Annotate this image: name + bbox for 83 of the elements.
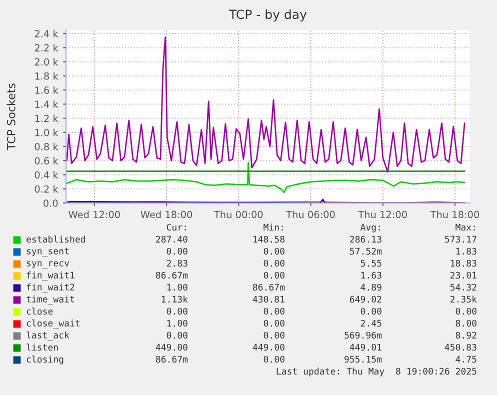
text: 8.92: [456, 332, 476, 339]
line-series: [66, 162, 466, 194]
x-tick-label: Wed 18:00: [140, 210, 192, 218]
text: 449.00: [252, 344, 284, 351]
text: 1.83: [456, 248, 476, 255]
text: 649.02: [350, 296, 382, 303]
text: Last update: Thu May 8 19:00:26 2025: [276, 368, 476, 376]
text: 5.55: [360, 260, 382, 267]
legend-label: syn_sent: [26, 248, 69, 256]
legend-label: closing: [26, 356, 64, 364]
text: 0.00: [264, 308, 284, 315]
text: 23.01: [450, 272, 476, 279]
text: 57.52m: [350, 248, 382, 255]
y-tick-label: 1.8 k: [35, 72, 58, 80]
text: 450.83: [444, 344, 476, 351]
x-tick-label: Thu 00:00: [214, 210, 263, 218]
legend-label: syn_recv: [26, 261, 70, 268]
text: 0.00: [264, 260, 284, 267]
chart-title: TCP - by day: [229, 9, 307, 22]
legend-label: fin_wait1: [26, 272, 74, 280]
text: 449.01: [350, 344, 382, 351]
legend-label: fin_wait2: [26, 284, 74, 292]
text: 0.00: [166, 308, 188, 315]
text: 955.15m: [344, 356, 382, 363]
x-tick-label: Thu 06:00: [286, 210, 335, 218]
text: 1.13k: [162, 296, 188, 303]
legend-label: time_wait: [26, 296, 74, 304]
text: 286.13: [350, 236, 382, 243]
y-tick-label: 0.0: [44, 199, 58, 207]
y-axis-title: TCP Sockets: [6, 83, 16, 150]
y-tick-label: 0.4 k: [34, 171, 58, 179]
text: 0.00: [166, 248, 188, 255]
text: 148.58: [253, 236, 284, 243]
text: 287.40: [156, 236, 188, 243]
text: 18.83: [450, 260, 476, 267]
legend-label: established: [26, 236, 85, 243]
text: 4.89: [360, 284, 382, 291]
text: 8.00: [456, 320, 476, 327]
text: 0.00: [456, 308, 476, 315]
legend-label: close_wait: [26, 319, 80, 329]
text: 0.00: [360, 308, 382, 315]
x-tick-label: Wed 12:00: [68, 210, 120, 218]
text: 1.00: [167, 284, 188, 291]
y-tick-label: 2.2 k: [34, 44, 58, 52]
text: 86.67m: [156, 356, 188, 363]
text: Min:: [264, 224, 283, 231]
y-tick-label: 0.8 k: [34, 142, 58, 150]
text: 2.35k: [450, 296, 477, 303]
text: 2.83: [166, 260, 188, 267]
y-tick-label: 2.0 k: [34, 58, 58, 66]
legend-label: listen: [26, 344, 58, 351]
text: 86.67m: [156, 272, 188, 279]
legend-label: last_ack: [26, 331, 70, 341]
text: 573.17: [445, 236, 476, 243]
text: 54.32: [450, 284, 476, 291]
text: Max:: [456, 224, 475, 231]
text: 0.00: [264, 356, 284, 363]
x-tick-label: Thu 18:00: [430, 210, 480, 218]
legend-label: close: [26, 308, 53, 315]
text: Avg:: [360, 224, 380, 232]
text: 0.00: [166, 332, 188, 339]
text: 86.67m: [252, 284, 285, 291]
line-series: [66, 36, 466, 173]
text: 0.00: [264, 248, 284, 255]
text: 4.75: [456, 356, 476, 363]
text: 2.45: [360, 320, 382, 327]
y-tick-label: 1.0 k: [35, 128, 58, 136]
text: 1.00: [167, 320, 188, 327]
y-tick-label: 0.2 k: [34, 185, 58, 193]
text: 449.00: [156, 344, 188, 351]
text: 1.63: [361, 272, 382, 279]
y-tick-label: 0.6 k: [34, 156, 58, 164]
y-tick-label: 1.4 k: [35, 100, 58, 108]
text: Cur:: [166, 224, 186, 231]
text: 0.00: [264, 320, 284, 327]
text: 0.00: [264, 332, 284, 339]
text: 430.81: [252, 296, 284, 303]
y-tick-label: 1.2 k: [35, 114, 58, 122]
x-tick-label: Thu 12:00: [358, 210, 407, 218]
text: 0.00: [264, 272, 284, 279]
y-tick-label: 1.6 k: [35, 86, 58, 94]
text: 569.96m: [344, 332, 382, 339]
y-tick-label: 2.4 k: [34, 30, 58, 38]
